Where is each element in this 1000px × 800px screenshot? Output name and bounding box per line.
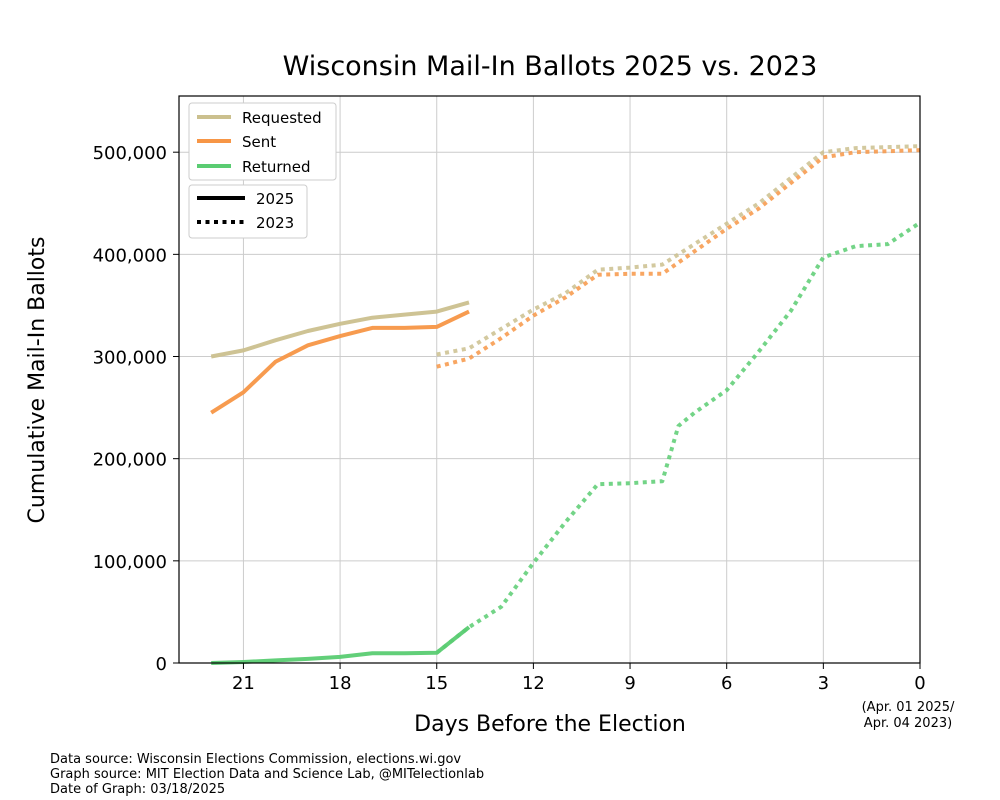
grid-lines <box>179 96 921 664</box>
legend-label-returned: Returned <box>242 158 311 176</box>
x-tick-label: 12 <box>522 673 545 694</box>
footer-graph-source: Graph source: MIT Election Data and Scie… <box>50 767 485 782</box>
footer-data-source: Data source: Wisconsin Elections Commiss… <box>50 752 462 767</box>
legend-label-2023: 2023 <box>256 214 294 232</box>
series-layer <box>210 144 922 665</box>
x-tick-label: 0 <box>914 673 925 694</box>
y-tick-label: 500,000 <box>93 143 167 164</box>
x-tick-label: 15 <box>425 673 448 694</box>
y-tick-label: 0 <box>156 654 167 675</box>
series-line-returned-2023 <box>435 221 922 655</box>
series-line-sent-2025 <box>210 309 470 415</box>
x-axis-label: Days Before the Election <box>414 712 686 737</box>
y-axis-label: Cumulative Mail-In Ballots <box>25 237 50 524</box>
legend-metrics-box <box>188 102 337 181</box>
x-tick-label: 9 <box>624 673 635 694</box>
y-axis-ticks: 0 100,000 200,000 300,000 400,000 500,000 <box>93 143 179 675</box>
series-line-requested-2023 <box>436 144 921 357</box>
series-line-requested-2025 <box>210 300 470 359</box>
plot-frame <box>178 95 921 664</box>
x-axis-note-line1: (Apr. 01 2025/ <box>862 700 955 715</box>
y-tick-label: 100,000 <box>93 552 167 573</box>
x-tick-label: 21 <box>232 673 255 694</box>
legend-metrics: Requested Sent Returned <box>188 102 337 181</box>
footer-date: Date of Graph: 03/18/2025 <box>50 782 226 797</box>
y-tick-label: 400,000 <box>93 245 167 266</box>
footer-notes: Data source: Wisconsin Elections Commiss… <box>50 752 484 797</box>
legend-label-sent: Sent <box>242 133 276 151</box>
x-axis-note-line2: Apr. 04 2023) <box>864 716 952 731</box>
legend-label-2025: 2025 <box>256 190 294 208</box>
x-axis-ticks: 21 18 15 12 9 6 3 0 <box>232 663 926 694</box>
x-tick-label: 18 <box>329 673 352 694</box>
legend-years: 2025 2023 <box>188 184 308 239</box>
y-tick-label: 300,000 <box>93 348 167 369</box>
x-tick-label: 6 <box>721 673 732 694</box>
x-tick-label: 3 <box>818 673 829 694</box>
series-line-returned-2025 <box>211 625 471 665</box>
legend-label-requested: Requested <box>242 109 322 127</box>
series-line-sent-2023 <box>436 148 921 369</box>
chart-title: Wisconsin Mail-In Ballots 2025 vs. 2023 <box>283 51 818 82</box>
y-tick-label: 200,000 <box>93 450 167 471</box>
